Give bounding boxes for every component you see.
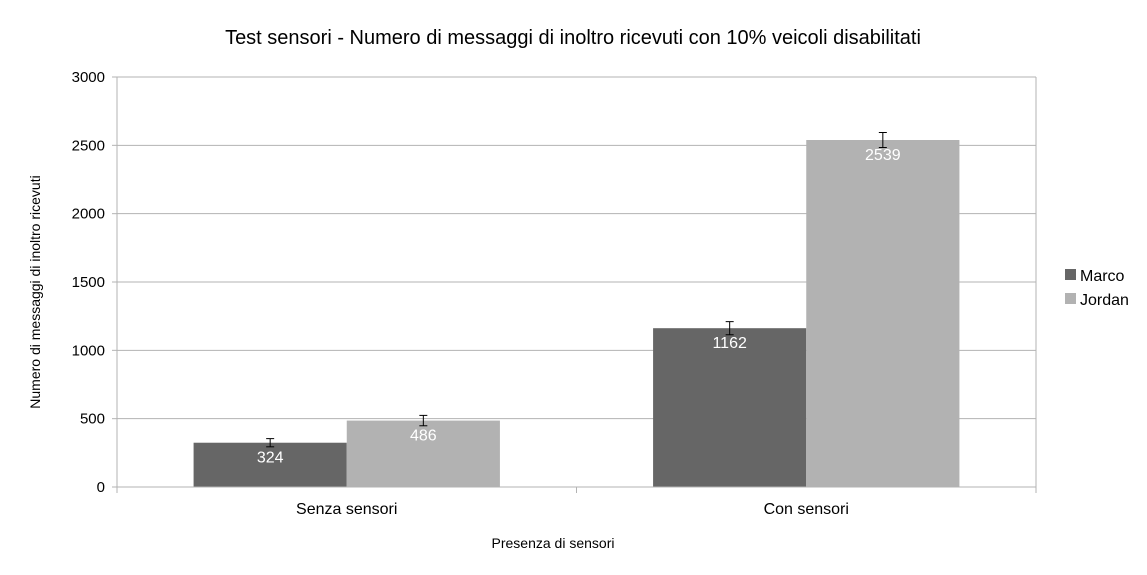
bar-jordan (806, 140, 960, 487)
legend: Marco Jordan (1065, 268, 1129, 309)
gridlines (117, 76, 1036, 488)
data-label: 1162 (712, 335, 747, 352)
legend-swatch-marco (1065, 269, 1076, 280)
legend-label-marco: Marco (1080, 268, 1125, 285)
chart-title: Test sensori - Numero di messaggi di ino… (225, 27, 921, 49)
error-bars (266, 131, 887, 448)
bar-marco (193, 442, 347, 487)
bar-marco (653, 328, 807, 487)
y-tick-label: 1500 (72, 274, 105, 291)
y-tick-labels: 0 500 1000 1500 2000 2500 3000 (72, 69, 105, 496)
y-tick-label: 500 (80, 411, 105, 428)
bars (193, 140, 960, 487)
x-category-labels: Senza sensori Con sensori (296, 501, 849, 518)
data-label: 324 (257, 450, 284, 467)
axes (112, 76, 1037, 493)
data-label: 2539 (865, 147, 901, 164)
x-axis-label: Presenza di sensori (492, 535, 615, 551)
legend-swatch-jordan (1065, 293, 1076, 304)
legend-label-jordan: Jordan (1080, 292, 1129, 309)
y-tick-label: 0 (97, 479, 105, 496)
y-tick-label: 2500 (72, 137, 105, 154)
bar-jordan (346, 420, 500, 487)
data-label: 486 (410, 428, 437, 445)
y-axis-label: Numero di messaggi di inoltro ricevuti (27, 175, 43, 408)
x-category-label: Senza sensori (296, 501, 397, 518)
y-tick-label: 2000 (72, 206, 105, 223)
data-labels: 324 486 1162 2539 (257, 147, 901, 467)
x-category-label: Con sensori (764, 501, 849, 518)
y-tick-label: 3000 (72, 69, 105, 86)
y-tick-label: 1000 (72, 342, 105, 359)
